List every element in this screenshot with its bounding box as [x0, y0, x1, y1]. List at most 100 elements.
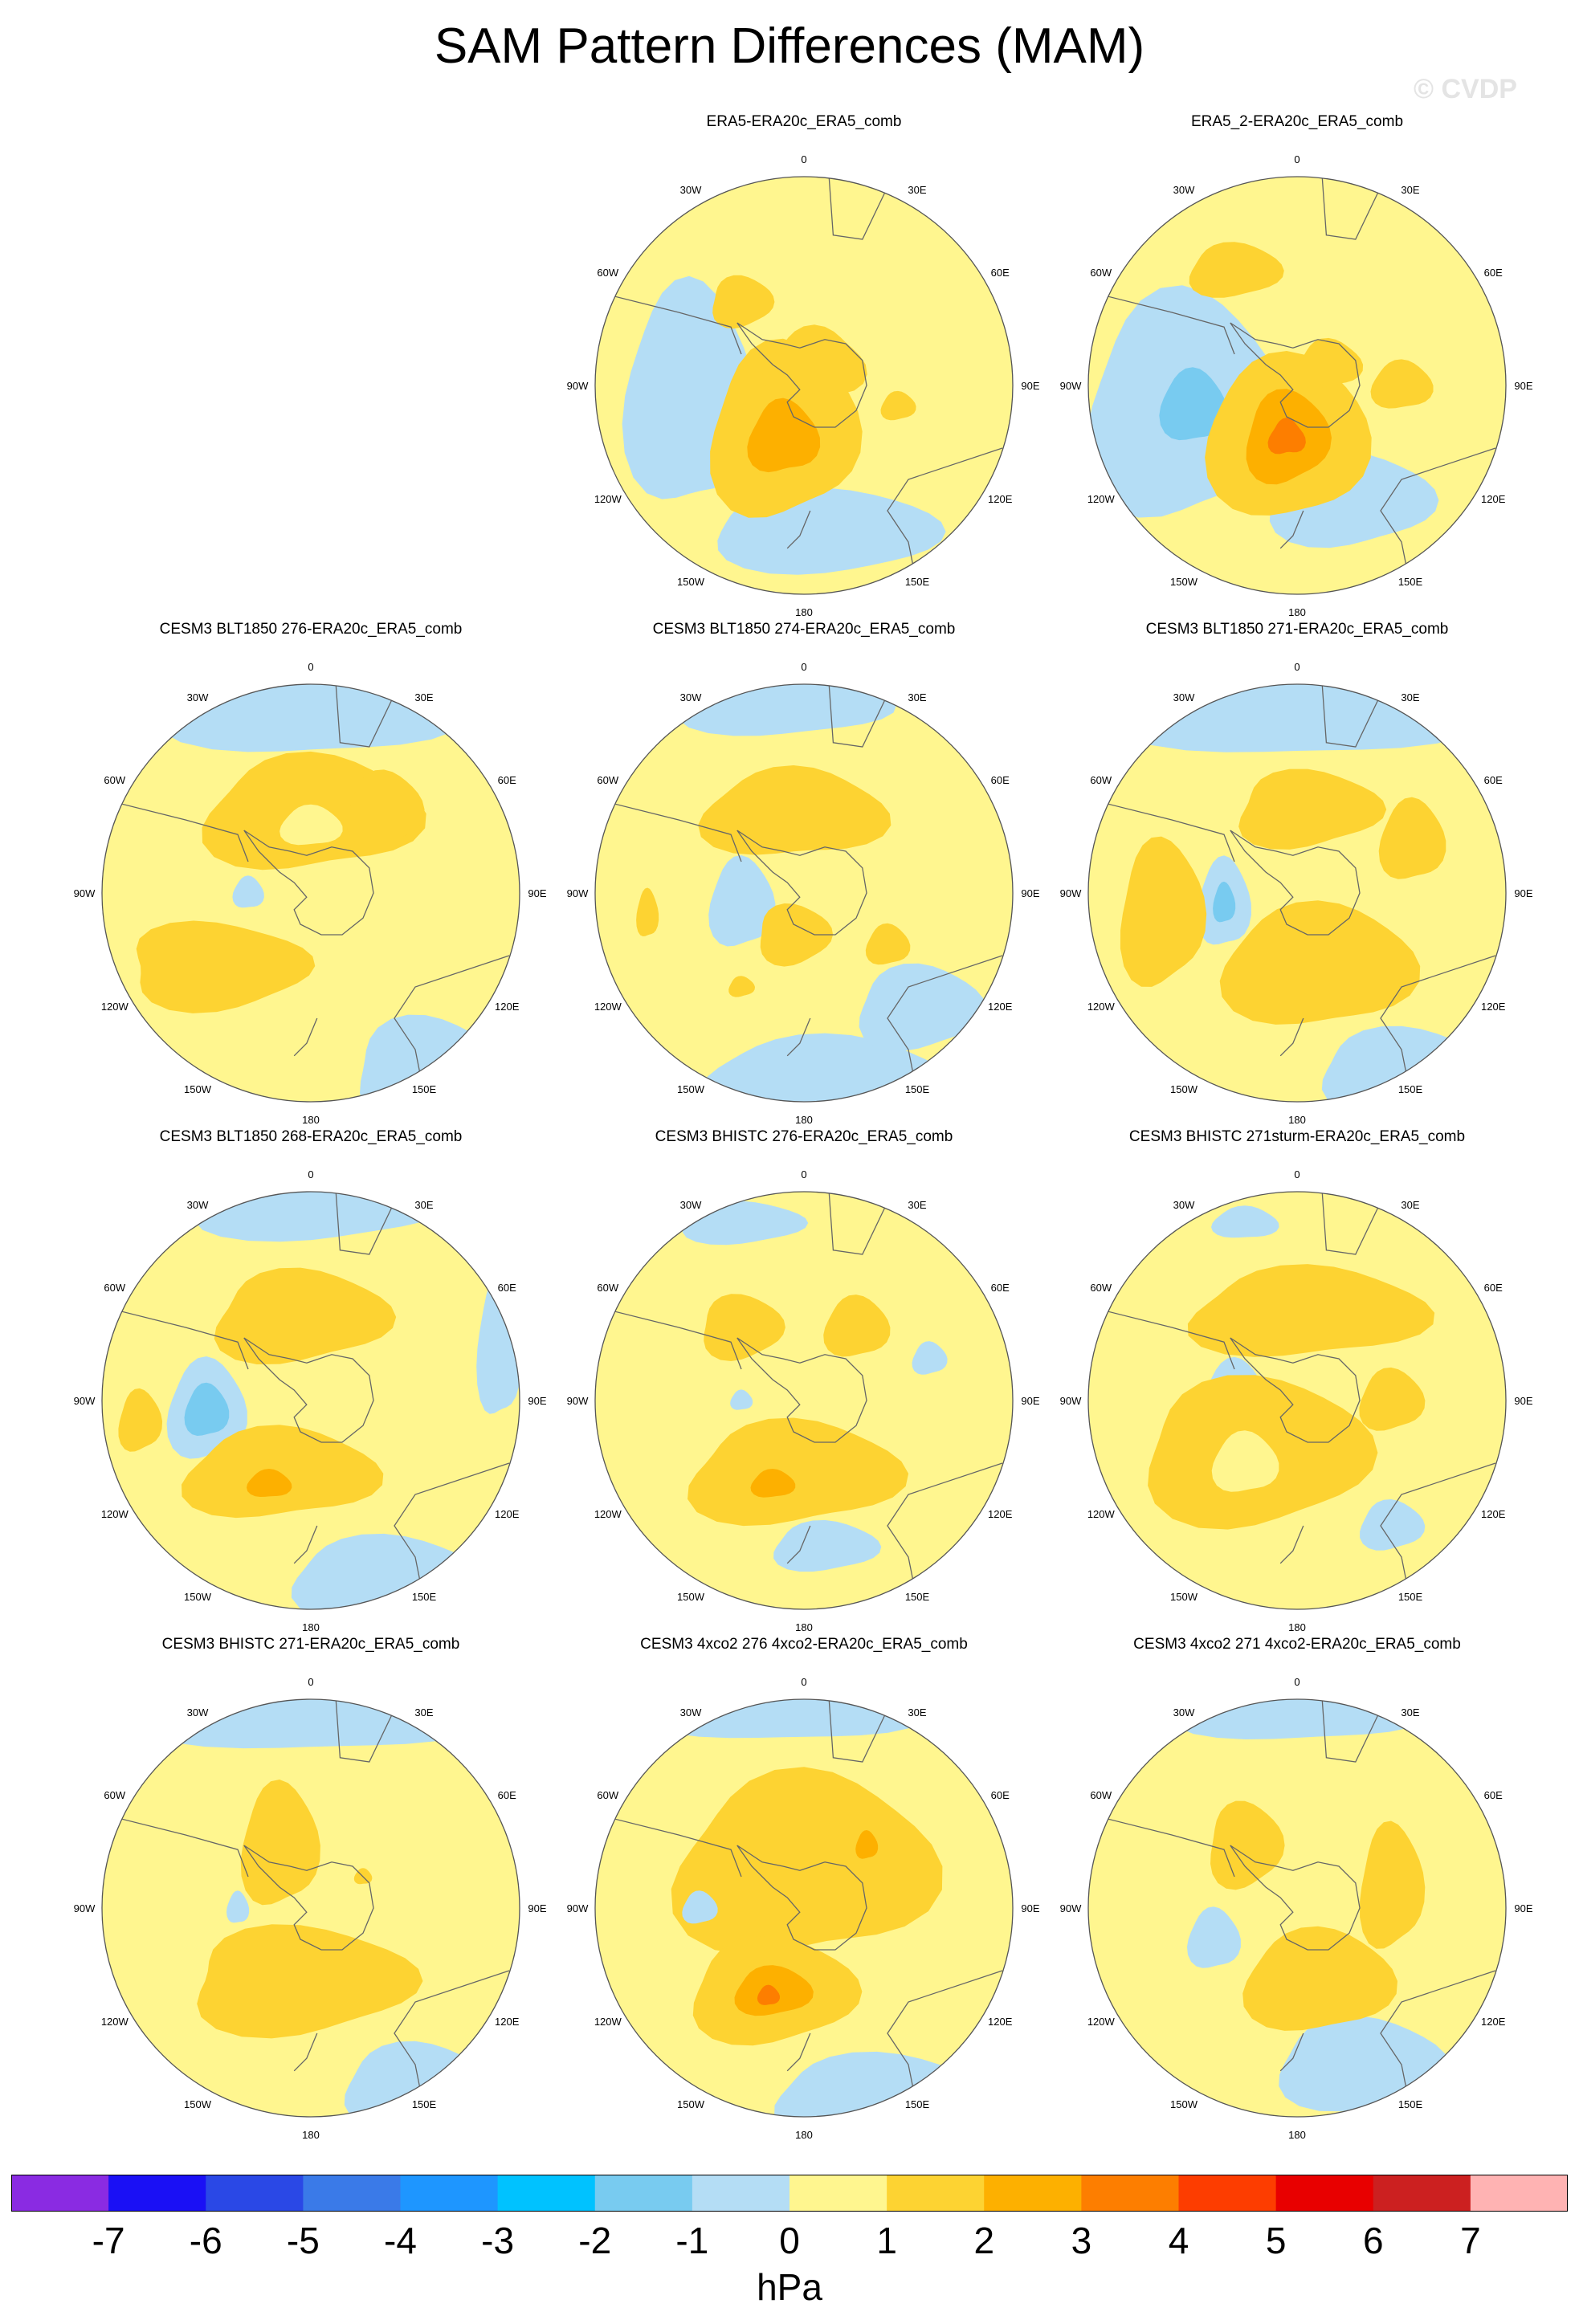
longitude-label: 60W [597, 774, 618, 786]
map-boundary [1087, 1698, 1507, 2118]
new-zealand-coastline [1279, 1525, 1304, 1564]
longitude-label: 120E [1481, 493, 1506, 505]
contour-field [102, 684, 520, 1102]
contour-region [182, 1425, 384, 1519]
longitude-label: 90W [567, 1395, 589, 1407]
contour-region [1219, 900, 1421, 1025]
contour-region [671, 1767, 943, 1955]
longitude-label: 120W [101, 2016, 129, 2028]
longitude-label: 120E [988, 2016, 1013, 2028]
longitude-label: 120E [1481, 1508, 1506, 1520]
longitude-label: 180 [795, 2129, 813, 2141]
polar-stereographic-map: 0 30E 60E 90E 120E 150E 180 150W 120W 90W 60W 30W [1060, 1168, 1533, 1633]
longitude-label: 30W [680, 691, 702, 703]
panel-title: ERA5_2-ERA20c_ERA5_comb [1190, 113, 1404, 130]
colorbar-swatch [984, 2175, 1082, 2212]
map-boundary [101, 1698, 520, 2118]
longitude-label: 150E [412, 1083, 437, 1095]
colorbar-tick-label: -2 [578, 2220, 612, 2261]
longitude-label: 90W [567, 380, 589, 392]
polar-stereographic-map: 0 30E 60E 90E 120E 150E 180 150W 120W 90W 60W 30W [567, 1676, 1040, 2141]
longitude-label: 60E [1484, 774, 1503, 786]
new-zealand-coastline [293, 1017, 318, 1057]
colorbar-tick-label: -4 [384, 2220, 417, 2261]
longitude-label: 120E [1481, 2016, 1506, 2028]
longitude-label: 150W [677, 1083, 705, 1095]
colorbar-swatch [887, 2175, 985, 2212]
longitude-label: 30E [908, 691, 926, 703]
longitude-label: 150E [1398, 2098, 1423, 2110]
contour-region [1177, 1699, 1422, 1739]
contour-region [855, 1830, 879, 1859]
panel-title: CESM3 BLT1850 271-ERA20c_ERA5_comb [1145, 621, 1449, 638]
map-boundary [101, 1191, 520, 1610]
contour-region [698, 765, 892, 855]
south-america-coastline [595, 291, 742, 355]
longitude-label: 120W [1087, 1508, 1116, 1520]
longitude-label: 90E [1514, 380, 1532, 392]
longitude-label: 120E [1481, 1001, 1506, 1013]
contour-region [1211, 1430, 1279, 1492]
map-panel: CESM3 BLT1850 276-ERA20c_ERA5_comb 0 30E 60… [64, 620, 557, 1127]
contour-region [1370, 359, 1434, 409]
map-panel: ERA5_2-ERA20c_ERA5_comb 0 30E 60E 90E 120E 150… [1051, 112, 1544, 620]
colorbar-swatch [790, 2175, 887, 2212]
longitude-label: 150E [905, 576, 930, 588]
africa-coastline [1321, 1192, 1381, 1255]
longitude-label: 150E [905, 2098, 930, 2110]
map-panel: CESM3 BHISTC 271sturm-ERA20c_ERA5_comb 0 3… [1051, 1127, 1544, 1635]
map-boundary [101, 683, 520, 1103]
longitude-label: 120W [101, 1001, 129, 1013]
longitude-label: 60W [1090, 1282, 1112, 1294]
contour-region [1210, 1800, 1285, 1890]
map-panel: CESM3 BHISTC 276-ERA20c_ERA5_comb 0 30E 60E… [557, 1127, 1051, 1635]
longitude-label: 30E [908, 184, 926, 196]
contour-field [1088, 1192, 1506, 1609]
colorbar-swatch [1373, 2175, 1471, 2212]
new-zealand-coastline [786, 1017, 811, 1057]
contour-region [687, 1417, 909, 1527]
contour-region [704, 1294, 785, 1361]
longitude-label: 120W [1087, 1001, 1116, 1013]
longitude-label: 30E [1401, 1706, 1419, 1719]
contour-region [682, 1890, 718, 1924]
longitude-label: 120E [988, 493, 1013, 505]
colorbar-tick-label: 1 [876, 2220, 897, 2261]
longitude-label: 30E [908, 1199, 926, 1211]
australia-coastline [394, 955, 510, 1102]
longitude-label: 150W [184, 1591, 212, 1603]
africa-coastline [828, 1192, 888, 1255]
polar-stereographic-map: 0 30E 60E 90E 120E 150E 180 150W 120W 90W 60W 30W [74, 661, 547, 1126]
contour-field [1088, 684, 1506, 1102]
longitude-label: 60E [991, 1282, 1010, 1294]
longitude-label: 30E [1401, 691, 1419, 703]
longitude-label: 60W [597, 1282, 618, 1294]
panel-title: CESM3 BLT1850 274-ERA20c_ERA5_comb [652, 621, 956, 638]
polar-stereographic-map: 0 30E 60E 90E 120E 150E 180 150W 120W 90W 60W 30W [1060, 661, 1533, 1126]
polar-stereographic-map: 0 30E 60E 90E 120E 150E 180 150W 120W 90W 60W 30W [74, 1676, 547, 2141]
australia-coastline [887, 1462, 1003, 1609]
coastlines [102, 684, 510, 1102]
colorbar-swatch [1470, 2175, 1568, 2212]
coastlines [1088, 1192, 1496, 1609]
contour-region [118, 1388, 163, 1452]
contour-region [1238, 769, 1387, 850]
contour-region [347, 769, 425, 847]
panel-title: CESM3 4xco2 271 4xco2-ERA20c_ERA5_comb [1133, 1636, 1461, 1653]
contour-region [1359, 1367, 1426, 1431]
longitude-label: 180 [302, 1621, 320, 1633]
contour-region [1242, 1926, 1397, 2031]
antarctica-coastline [736, 1845, 867, 1951]
figure-title: SAM Pattern Differences (MAM) [434, 18, 1145, 74]
contour-region [136, 920, 316, 1013]
map-boundary [1087, 176, 1507, 595]
coastlines [595, 684, 1003, 1102]
map-boundary [1087, 1191, 1507, 1610]
colorbar-tick-label: 6 [1362, 2220, 1384, 2261]
colorbar-swatch [497, 2175, 596, 2212]
longitude-label: 90E [1514, 887, 1532, 899]
contour-region [1187, 1264, 1435, 1357]
contour-region [750, 1469, 796, 1498]
contour-field [102, 1699, 520, 2117]
longitude-label: 30W [680, 184, 702, 196]
